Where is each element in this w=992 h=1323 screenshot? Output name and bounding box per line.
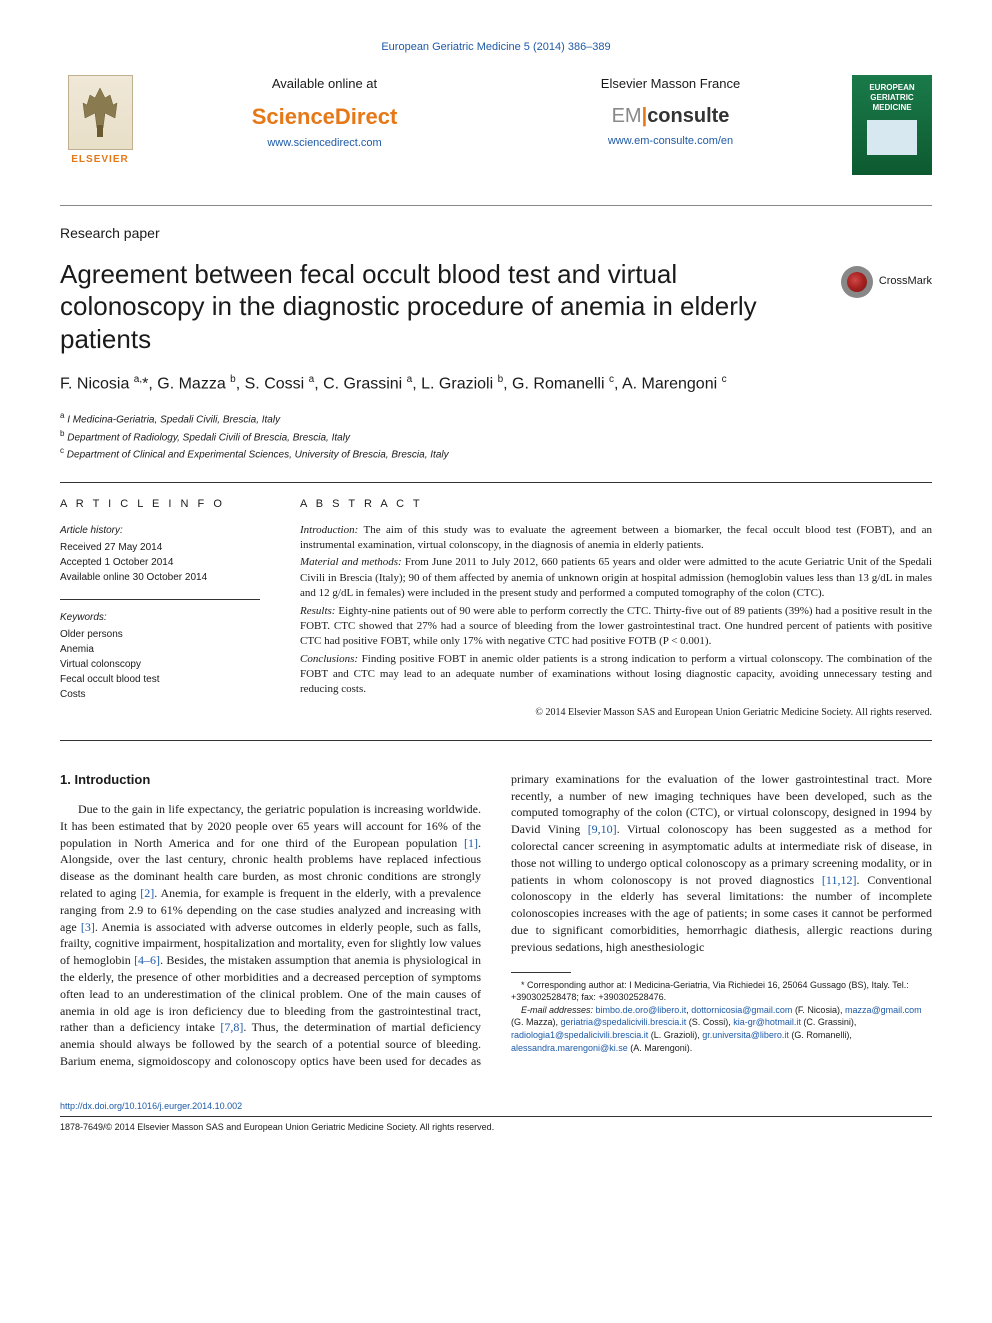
- sciencedirect-url[interactable]: www.sciencedirect.com: [267, 136, 381, 151]
- journal-cover-title: EUROPEAN GERIATRIC MEDICINE: [856, 83, 928, 112]
- journal-citation: European Geriatric Medicine 5 (2014) 386…: [60, 40, 932, 55]
- divider: [60, 205, 932, 206]
- article-history-label: Article history:: [60, 523, 260, 538]
- footer: http://dx.doi.org/10.1016/j.eurger.2014.…: [60, 1100, 932, 1134]
- crossmark-icon: [841, 266, 873, 298]
- article-info-sidebar: A R T I C L E I N F O Article history: R…: [60, 497, 260, 720]
- journal-cover-image: [867, 120, 917, 155]
- elsevier-masson-label: Elsevier Masson France: [601, 75, 740, 93]
- sciencedirect-logo[interactable]: ScienceDirect: [252, 102, 398, 133]
- reference-link[interactable]: [7,8]: [220, 1020, 243, 1034]
- header-row: ELSEVIER Available online at ScienceDire…: [60, 75, 932, 175]
- divider: [60, 482, 932, 483]
- header-center: Available online at ScienceDirect www.sc…: [140, 75, 852, 151]
- emconsulte-url[interactable]: www.em-consulte.com/en: [608, 134, 733, 149]
- divider: [60, 740, 932, 741]
- keywords-list: Older personsAnemiaVirtual colonscopyFec…: [60, 627, 260, 702]
- reference-link[interactable]: [2]: [140, 886, 154, 900]
- footnote-divider: [511, 972, 571, 973]
- abstract-intro-text: The aim of this study was to evaluate th…: [300, 524, 932, 551]
- doi-link[interactable]: http://dx.doi.org/10.1016/j.eurger.2014.…: [60, 1101, 242, 1111]
- abstract: A B S T R A C T Introduction: The aim of…: [300, 497, 932, 720]
- reference-link[interactable]: [3]: [81, 920, 95, 934]
- section-heading: 1. Introduction: [60, 771, 481, 789]
- abstract-results-text: Eighty-nine patients out of 90 were able…: [300, 605, 932, 648]
- paper-type-label: Research paper: [60, 224, 932, 244]
- reference-link[interactable]: [1]: [464, 836, 478, 850]
- email-addresses: E-mail addresses: bimbo.de.oro@libero.it…: [511, 1004, 932, 1054]
- online-date: Available online 30 October 2014: [60, 570, 260, 585]
- divider: [60, 1116, 932, 1117]
- available-online-label: Available online at: [272, 75, 377, 93]
- emconsulte-logo[interactable]: EM|consulte: [612, 102, 730, 130]
- footnotes: * Corresponding author at: I Medicina-Ge…: [511, 979, 932, 1055]
- journal-cover-icon: EUROPEAN GERIATRIC MEDICINE: [852, 75, 932, 175]
- affiliation-c: Department of Clinical and Experimental …: [67, 449, 449, 460]
- authors-list: F. Nicosia a,*, G. Mazza b, S. Cossi a, …: [60, 373, 932, 396]
- crossmark-label: CrossMark: [879, 274, 932, 289]
- abstract-conclusions-text: Finding positive FOBT in anemic older pa…: [300, 653, 932, 696]
- affiliations: a I Medicina-Geriatria, Spedali Civili, …: [60, 410, 932, 462]
- divider: [60, 599, 260, 600]
- elsevier-logo: ELSEVIER: [60, 75, 140, 167]
- abstract-heading: A B S T R A C T: [300, 497, 932, 512]
- affiliation-b: Department of Radiology, Spedali Civili …: [67, 432, 350, 443]
- body-content: 1. Introduction Due to the gain in life …: [60, 771, 932, 1070]
- received-date: Received 27 May 2014: [60, 540, 260, 555]
- elsevier-tree-icon: [68, 75, 133, 150]
- article-info-heading: A R T I C L E I N F O: [60, 497, 260, 512]
- abstract-copyright: © 2014 Elsevier Masson SAS and European …: [300, 706, 932, 720]
- crossmark-badge[interactable]: CrossMark: [841, 266, 932, 298]
- accepted-date: Accepted 1 October 2014: [60, 555, 260, 570]
- reference-link[interactable]: [9,10]: [588, 822, 617, 836]
- reference-link[interactable]: [4–6]: [134, 953, 160, 967]
- elsevier-wordmark: ELSEVIER: [71, 153, 128, 167]
- abstract-results-label: Results:: [300, 605, 335, 617]
- paper-title: Agreement between fecal occult blood tes…: [60, 258, 821, 356]
- corresponding-author-note: * Corresponding author at: I Medicina-Ge…: [511, 979, 932, 1004]
- abstract-conclusions-label: Conclusions:: [300, 653, 358, 665]
- affiliation-a: I Medicina-Geriatria, Spedali Civili, Br…: [67, 415, 280, 426]
- footer-copyright: 1878-7649/© 2014 Elsevier Masson SAS and…: [60, 1121, 932, 1134]
- abstract-intro-label: Introduction:: [300, 524, 358, 536]
- keywords-label: Keywords:: [60, 610, 260, 625]
- reference-link[interactable]: [11,12]: [822, 873, 857, 887]
- abstract-methods-label: Material and methods:: [300, 556, 402, 568]
